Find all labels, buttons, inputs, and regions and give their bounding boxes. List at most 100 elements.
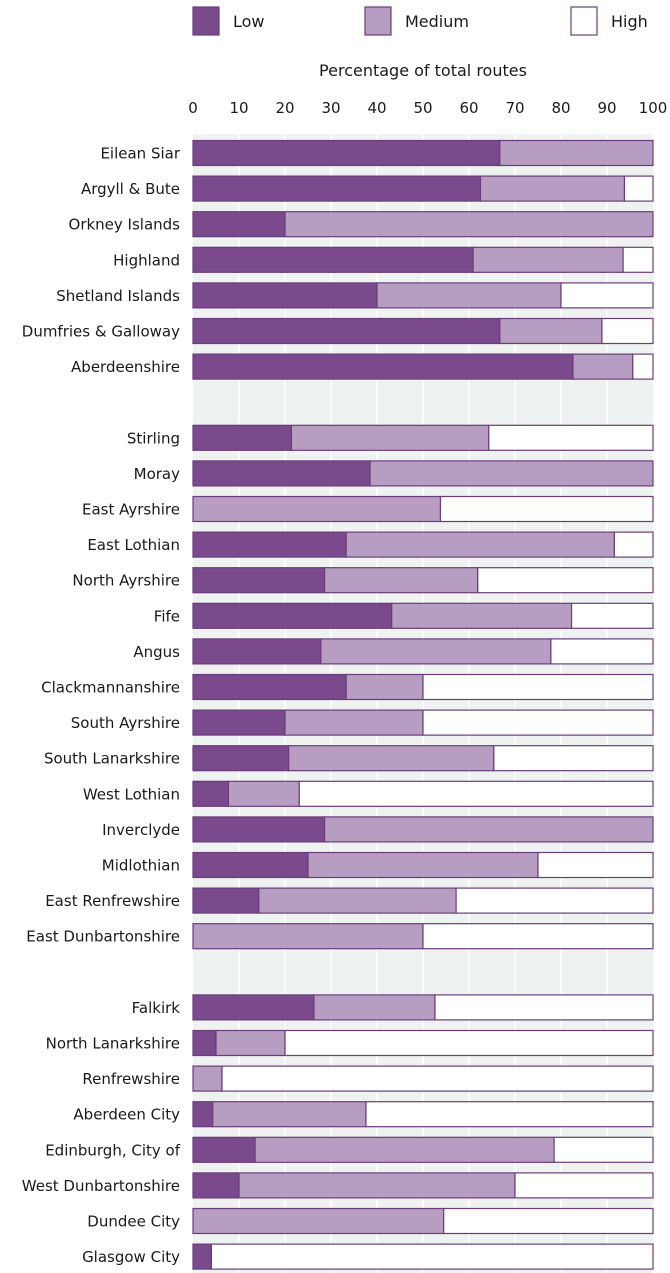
bar-north-ayrshire-medium (323, 567, 479, 594)
bar-east-renfrewshire-medium (258, 887, 457, 914)
x-tick-label-30: 30 (321, 99, 340, 117)
category-label-south-lanarkshire: South Lanarkshire (44, 750, 180, 768)
bar-aberdeen-city-high (365, 1101, 654, 1128)
category-label-renfrewshire: Renfrewshire (82, 1070, 180, 1088)
category-label-east-lothian: East Lothian (87, 536, 180, 554)
x-tick-label-90: 90 (597, 99, 616, 117)
bar-south-ayrshire-low (192, 709, 286, 736)
bar-clackmannanshire-medium (345, 673, 424, 701)
x-tick-label-0: 0 (188, 99, 198, 117)
bar-inverclyde-low (192, 816, 326, 843)
bar-argyll-and-bute-medium (479, 175, 626, 202)
category-label-east-ayrshire: East Ayrshire (82, 501, 180, 519)
bar-north-ayrshire-low (192, 567, 326, 594)
x-tick-label-20: 20 (275, 99, 294, 117)
bar-fife-low (192, 602, 393, 629)
bar-shetland-islands-low (192, 282, 378, 309)
bar-clackmannanshire-high (422, 673, 654, 701)
bar-glasgow-city-low (192, 1243, 212, 1270)
bar-south-ayrshire-medium (284, 709, 424, 736)
bar-angus-high (550, 638, 654, 665)
category-label-west-lothian: West Lothian (83, 785, 180, 803)
bar-east-dunbartonshire-high (422, 923, 654, 950)
legend-swatch-high (570, 6, 598, 36)
x-tick-label-100: 100 (639, 99, 668, 117)
category-label-stirling: Stirling (127, 429, 180, 447)
bar-argyll-and-bute-high (623, 175, 654, 202)
category-label-dumfries-and-galloway: Dumfries & Galloway (22, 323, 180, 341)
bar-east-lothian-high (613, 531, 654, 558)
bar-east-lothian-low (192, 531, 347, 558)
category-label-aberdeen-city: Aberdeen City (73, 1106, 180, 1124)
bar-moray-low (192, 460, 371, 487)
category-label-south-ayrshire: South Ayrshire (71, 714, 180, 732)
bar-highland-medium (472, 246, 624, 273)
bar-angus-low (192, 638, 322, 665)
bar-east-ayrshire-high (439, 495, 654, 523)
x-tick-label-40: 40 (367, 99, 386, 117)
bar-falkirk-low (192, 994, 315, 1021)
bar-inverclyde-medium (323, 816, 654, 843)
category-label-fife: Fife (154, 607, 180, 625)
bar-renfrewshire-high (221, 1065, 654, 1092)
bar-shetland-islands-high (560, 282, 654, 309)
bar-aberdeenshire-low (192, 353, 574, 380)
bar-west-lothian-high (298, 780, 654, 807)
category-label-north-lanarkshire: North Lanarkshire (46, 1035, 180, 1053)
category-label-east-renfrewshire: East Renfrewshire (45, 892, 180, 910)
bar-dumfries-and-galloway-medium (499, 317, 603, 345)
category-label-highland: Highland (113, 251, 180, 269)
bar-stirling-low (192, 424, 293, 451)
category-labels: Eilean Siar Argyll & Bute Orkney Islands Hi… (22, 145, 181, 1267)
bar-highland-high (622, 246, 654, 273)
x-axis-title: Percentage of total routes (319, 61, 527, 80)
x-tick-label-50: 50 (413, 99, 432, 117)
bar-dundee-city-medium (192, 1207, 445, 1235)
bar-midlothian-high (537, 851, 654, 879)
bar-west-lothian-low (192, 780, 230, 807)
category-label-aberdeenshire: Aberdeenshire (71, 358, 180, 376)
bar-south-lanarkshire-low (192, 745, 290, 772)
bar-falkirk-high (434, 994, 654, 1021)
bar-north-lanarkshire-low (192, 1029, 217, 1057)
bar-midlothian-low (192, 851, 309, 879)
bar-orkney-islands-low (192, 211, 286, 238)
bar-east-renfrewshire-low (192, 887, 260, 914)
bar-dundee-city-high (443, 1207, 654, 1235)
bar-renfrewshire-medium (192, 1065, 223, 1092)
bar-west-lothian-medium (227, 780, 300, 807)
bar-stirling-high (488, 424, 654, 451)
category-label-midlothian: Midlothian (102, 857, 180, 875)
category-label-clackmannanshire: Clackmannanshire (41, 679, 180, 697)
bar-north-lanarkshire-medium (215, 1029, 286, 1057)
category-label-moray: Moray (134, 465, 180, 483)
bar-fife-medium (391, 602, 573, 629)
bar-north-ayrshire-high (477, 567, 654, 594)
bar-south-ayrshire-high (422, 709, 654, 736)
bar-fife-high (570, 602, 654, 629)
bar-west-dunbartonshire-low (192, 1172, 240, 1199)
bar-south-lanarkshire-medium (288, 745, 495, 772)
legend: Low Medium High (192, 6, 648, 36)
bar-aberdeen-city-low (192, 1101, 214, 1128)
legend-label-low: Low (233, 12, 265, 31)
bar-argyll-and-bute-low (192, 175, 482, 202)
legend-label-medium: Medium (405, 12, 469, 31)
x-tick-label-60: 60 (459, 99, 478, 117)
legend-swatch-medium (364, 6, 392, 36)
category-label-north-ayrshire: North Ayrshire (72, 572, 180, 590)
x-tick-label-10: 10 (229, 99, 248, 117)
bar-moray-medium (369, 460, 654, 487)
x-tick-label-80: 80 (551, 99, 570, 117)
plot-area (192, 134, 654, 1273)
category-label-edinburgh-city-of: Edinburgh, City of (45, 1141, 181, 1159)
bar-glasgow-city-high (210, 1243, 654, 1270)
bar-midlothian-medium (307, 851, 539, 879)
bar-eilean-siar-medium (499, 139, 654, 167)
x-tick-labels: 0 10 20 30 40 50 60 70 80 90 100 (188, 99, 667, 117)
bar-east-dunbartonshire-medium (192, 923, 424, 950)
category-label-dundee-city: Dundee City (87, 1213, 180, 1231)
bar-shetland-islands-medium (376, 282, 562, 309)
bar-east-lothian-medium (345, 531, 615, 558)
